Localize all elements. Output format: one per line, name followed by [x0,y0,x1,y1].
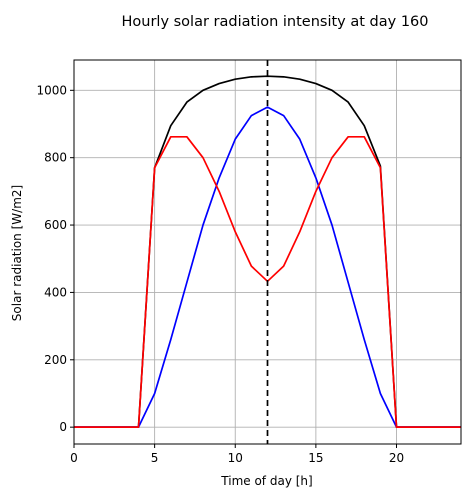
y-tick-label: 200 [44,353,67,367]
chart-title: Hourly solar radiation intensity at day … [121,14,428,30]
x-tick-label: 0 [70,451,78,465]
x-tick-label: 5 [151,451,159,465]
y-axis-ticks: 0 200 400 600 800 1000 [36,83,74,434]
x-tick-label: 15 [308,451,323,465]
x-tick-label: 20 [389,451,404,465]
y-tick-label: 0 [59,420,67,434]
y-tick-label: 400 [44,285,67,299]
y-tick-label: 1000 [36,83,67,97]
x-tick-label: 10 [228,451,243,465]
plot-frame [73,59,462,445]
y-axis-label: Solar radiation [W/m2] [10,185,24,321]
y-tick-label: 800 [44,151,67,165]
x-axis-ticks: 0 5 10 15 20 [70,444,404,465]
x-axis-label: Time of day [h] [220,474,312,488]
y-tick-label: 600 [44,218,67,232]
